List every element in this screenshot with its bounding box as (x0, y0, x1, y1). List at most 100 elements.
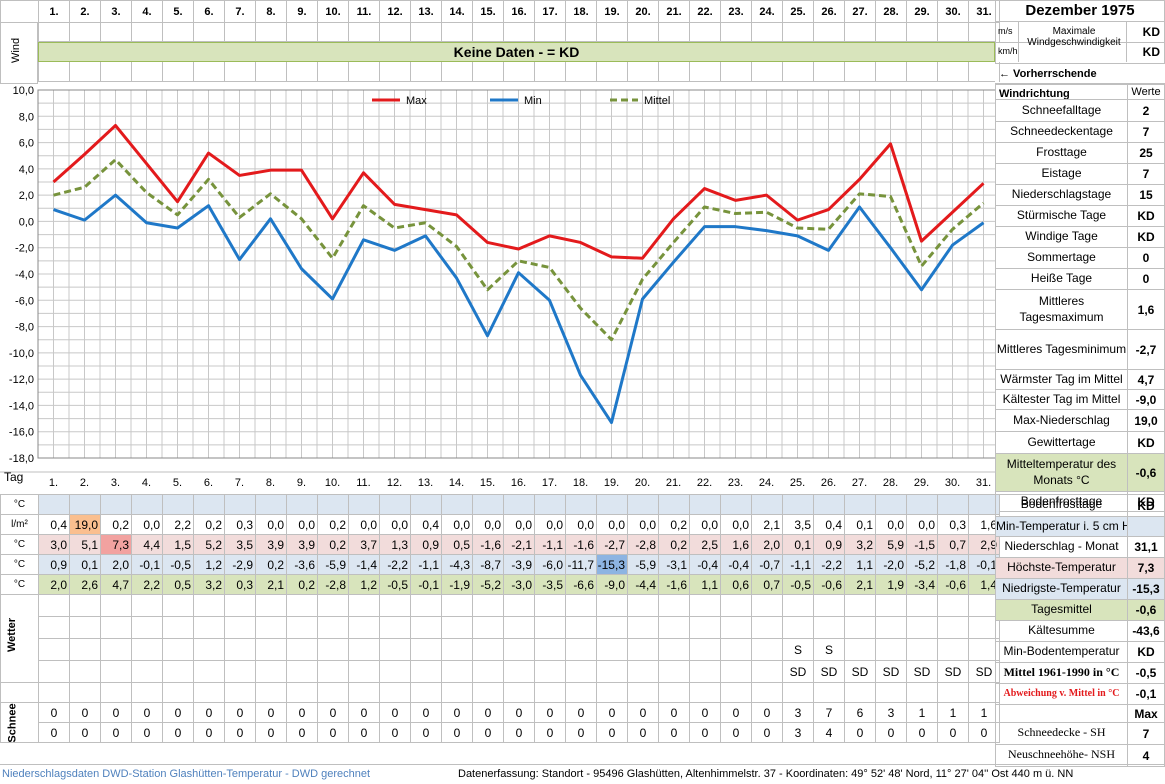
wetter-cell (255, 638, 287, 661)
wetter-cell (286, 616, 318, 639)
data-cell: 3,7 (348, 534, 380, 555)
stat-value: -0,6 (1135, 465, 1157, 480)
wind-section: Wind Keine Daten - = KD (0, 22, 1000, 84)
schnee-cell: 0 (534, 722, 566, 743)
summary-value: 4 (1142, 748, 1150, 763)
summary-value: -15,3 (1132, 582, 1160, 596)
wetter-cell: SD (937, 660, 969, 683)
data-cell: 0,1 (69, 554, 101, 575)
day-label-bottom: 1. (49, 477, 58, 489)
data-cell (379, 494, 411, 515)
y-tick-label: -14,0 (9, 400, 34, 412)
schnee-cell: 0 (503, 702, 535, 723)
data-cell (38, 494, 70, 515)
data-cell: -5,2 (472, 574, 504, 595)
y-tick-label: 10,0 (13, 85, 34, 97)
wetter-row: SD SD SD SD SD SD SD (1, 660, 1000, 683)
wetter-cell (534, 660, 566, 683)
data-cell (534, 494, 566, 515)
wetter-cell (782, 616, 814, 639)
data-cell (131, 494, 163, 515)
summary-row: Höchste-Temperatur 7,3 (995, 558, 1165, 579)
wetter-cell (348, 638, 380, 661)
data-cell: -2,2 (813, 554, 845, 575)
data-cell: -0,5 (379, 574, 411, 595)
wetter-cell (317, 616, 349, 639)
wetter-cell: SD (906, 660, 938, 683)
day-label-bottom: 4. (142, 477, 151, 489)
schnee-cell: 0 (69, 722, 101, 743)
data-cell: 0,4 (813, 514, 845, 535)
wetter-cell (689, 638, 721, 661)
wetter-cell (844, 638, 876, 661)
wetter-cell (193, 638, 225, 661)
unit-cell: °C (0, 534, 39, 555)
data-cell: 4,7 (100, 574, 132, 595)
data-cell: 0,1 (844, 514, 876, 535)
summary-label: Kältesumme (996, 621, 1128, 641)
stat-value: 19,0 (1134, 413, 1158, 428)
day-label-bottom: 7. (235, 477, 244, 489)
summary-row: Min-Temperatur i. 5 cm Höhe (995, 517, 1165, 537)
wetter-cell (348, 616, 380, 639)
wetter-label: Wetter (0, 594, 39, 683)
day-header-cell: 23. (720, 0, 752, 23)
summary-value: -43,6 (1132, 624, 1160, 638)
data-cell: 0,0 (131, 514, 163, 535)
wetter-cell (596, 594, 628, 617)
day-header-cell: 28. (875, 0, 907, 23)
data-cell: 0,2 (317, 514, 349, 535)
data-cell: 1,5 (162, 534, 194, 555)
wetter-cell (937, 616, 969, 639)
stat-label: Wärmster Tag im Mittel (996, 370, 1128, 389)
schnee-cell: 3 (782, 722, 814, 743)
day-header-cell: 2. (69, 0, 101, 23)
data-cell (348, 494, 380, 515)
data-cell (720, 494, 752, 515)
data-cell: 2,0 (100, 554, 132, 575)
wetter-cell (441, 638, 473, 661)
stat-row: Kältester Tag im Mittel -9,0 (995, 390, 1165, 410)
schnee-cell: 0 (162, 722, 194, 743)
day-header-cell: 17. (534, 0, 566, 23)
wind-kmh-value: KD (1142, 45, 1160, 59)
temperature-chart: 10,0 8,0 6,0 4,0 2,0 0,0 -2,0 -4,0 -6,0 -8,0 -10,0… (0, 84, 1000, 494)
schnee-cell: 0 (255, 702, 287, 723)
stat-label: Eistage (996, 164, 1128, 184)
wetter-cell (627, 616, 659, 639)
schnee-cell: 0 (844, 722, 876, 743)
data-cell: -0,1 (410, 574, 442, 595)
day-label-bottom: 5. (173, 477, 182, 489)
day-header-cell: 12. (379, 0, 411, 23)
summary-label (996, 705, 1128, 722)
data-cell: 0,2 (255, 554, 287, 575)
summary-label: Niedrigste-Temperatur (996, 579, 1128, 599)
data-cell: 0,0 (689, 514, 721, 535)
data-cell: 2,0 (38, 574, 70, 595)
data-cell: 0,9 (813, 534, 845, 555)
stat-row: Mittleres Tagesminimum -2,7 (995, 330, 1165, 370)
stat-value: 7 (1142, 167, 1150, 181)
data-cell (255, 494, 287, 515)
day-header-cell: 19. (596, 0, 628, 23)
schnee-cell: 0 (162, 702, 194, 723)
stat-row: Wärmster Tag im Mittel 4,7 (995, 370, 1165, 390)
day-label-bottom: 16. (511, 477, 526, 489)
data-cell (906, 494, 938, 515)
wetter-cell (596, 660, 628, 683)
data-cell (782, 494, 814, 515)
schnee-cell: 0 (193, 722, 225, 743)
data-cell: 3,5 (782, 514, 814, 535)
day-header-cell: 14. (441, 0, 473, 23)
wetter-cell (472, 638, 504, 661)
data-cell (69, 494, 101, 515)
schnee-cell: 0 (503, 722, 535, 743)
stat-row: Heiße Tage 0 (995, 269, 1165, 290)
data-cell: -0,4 (720, 554, 752, 575)
schnee-cell: 0 (751, 702, 783, 723)
summary-value: -0,6 (1135, 603, 1157, 617)
data-cell (689, 494, 721, 515)
summary-row: Abweichung v. Mittel in °C -0,1 (995, 684, 1165, 705)
wetter-cell (255, 594, 287, 617)
day-label-bottom: 30. (945, 477, 960, 489)
